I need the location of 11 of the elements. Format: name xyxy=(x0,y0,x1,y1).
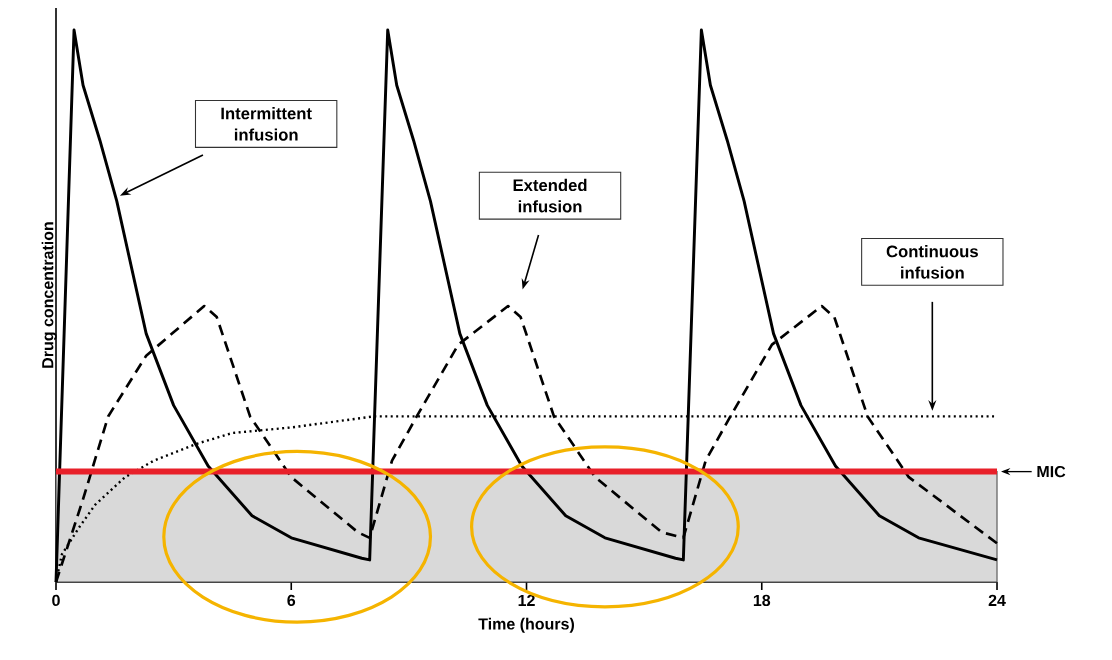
x-tick-label: 18 xyxy=(753,594,771,607)
annotation: Intermittent infusion xyxy=(221,107,312,141)
x-tick-label: 24 xyxy=(988,594,1006,606)
x-tick-label: 12 xyxy=(518,594,535,606)
x-axis-title: Time (hours) xyxy=(478,617,575,633)
x-tick-label: 0 xyxy=(52,594,60,607)
annotation: Continuous infusion xyxy=(886,245,978,279)
annotation: Extended infusion xyxy=(513,178,587,213)
x-tick-label: 6 xyxy=(287,594,296,607)
y-axis-title: Drug concentration xyxy=(41,222,57,368)
ref-line-label: MIC xyxy=(1037,465,1066,478)
